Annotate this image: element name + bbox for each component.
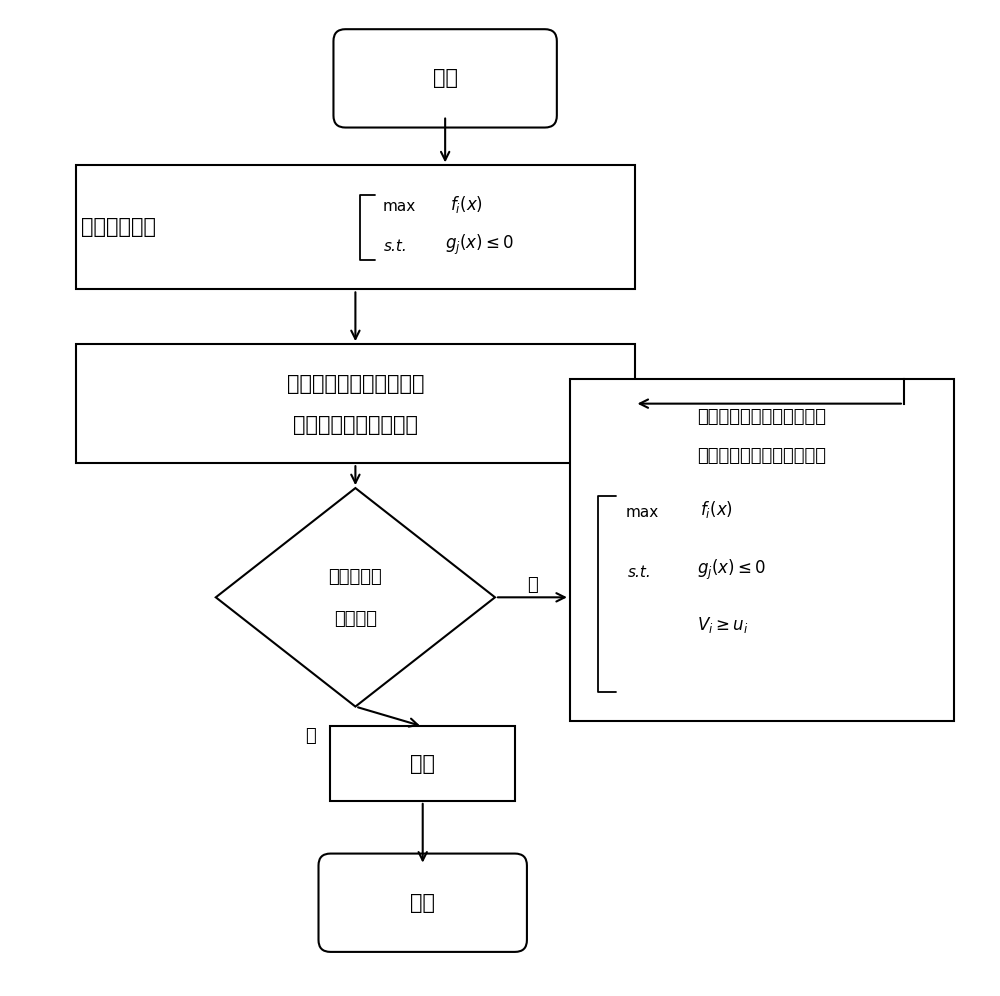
Text: $g_j(x)\leq 0$: $g_j(x)\leq 0$ [697, 558, 766, 582]
Text: max: max [626, 505, 659, 520]
Text: 经优化，得到各优化目标: 经优化，得到各优化目标 [287, 374, 424, 393]
Text: 开始: 开始 [433, 69, 458, 89]
Text: $g_j(x)\leq 0$: $g_j(x)\leq 0$ [445, 233, 514, 257]
Text: s.t.: s.t. [628, 565, 651, 580]
Bar [76, 344, 635, 463]
Bar [76, 165, 635, 290]
Text: max: max [382, 199, 416, 214]
Bar [570, 378, 954, 721]
Text: 的满意度及总体满意度: 的满意度及总体满意度 [293, 415, 418, 435]
Text: $f_i(x)$: $f_i(x)$ [450, 194, 483, 215]
Text: 是否满意: 是否满意 [334, 611, 377, 628]
Text: $f_i(x)$: $f_i(x)$ [700, 499, 733, 521]
Text: 否: 否 [528, 577, 538, 595]
Text: $V_i\geq u_i$: $V_i\geq u_i$ [697, 616, 749, 635]
Text: s.t.: s.t. [384, 239, 408, 254]
Text: 是: 是 [305, 727, 316, 745]
Text: 结束: 结束 [410, 892, 435, 912]
Text: 将单个优化目标满意度作为: 将单个优化目标满意度作为 [697, 407, 826, 425]
FancyBboxPatch shape [319, 854, 527, 952]
Text: 决策者判断: 决策者判断 [329, 569, 382, 587]
Text: 构造数学模型: 构造数学模型 [81, 217, 156, 237]
Text: 输出: 输出 [410, 754, 435, 774]
Text: 约束条件，构造新数学模型: 约束条件，构造新数学模型 [697, 447, 826, 465]
Polygon shape [216, 488, 495, 706]
Bar [330, 726, 515, 801]
FancyBboxPatch shape [333, 29, 557, 127]
